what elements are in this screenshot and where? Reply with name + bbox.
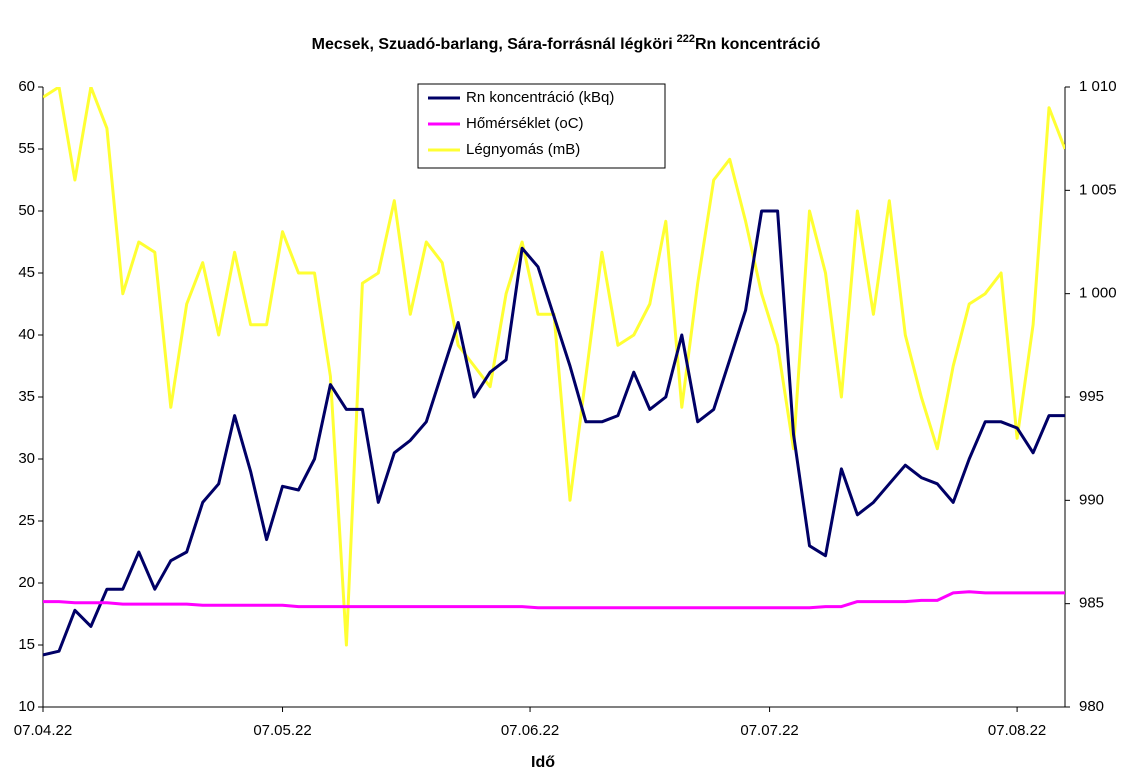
x-tick-label: 07.07.22 (740, 722, 798, 739)
series-line (43, 209, 1065, 657)
y2-tick-label: 1 010 (1079, 78, 1117, 95)
chart-title: Mecsek, Szuadó-barlang, Sára-forrásnál l… (312, 33, 821, 53)
plot-lines (43, 87, 1065, 657)
y2-tick-label: 1 000 (1079, 285, 1117, 302)
x-axis-title: Idő (531, 754, 555, 771)
y2-tick-label: 980 (1079, 698, 1104, 715)
title-rest: Rn koncentráció (695, 36, 821, 53)
y2-tick-label: 1 005 (1079, 181, 1117, 198)
y2-tick-label: 995 (1079, 388, 1104, 405)
legend-label: Hőmérséklet (oC) (466, 115, 584, 132)
y-tick-label: 20 (18, 574, 35, 591)
legend-label: Rn koncentráció (kBq) (466, 89, 614, 106)
y-tick-label: 35 (18, 388, 35, 405)
series-line (43, 87, 1065, 647)
title-sup: 222 (677, 33, 695, 45)
y-tick-label: 50 (18, 202, 35, 219)
x-tick-label: 07.08.22 (988, 722, 1046, 739)
y-tick-label: 60 (18, 78, 35, 95)
series-line (43, 590, 1065, 610)
y-tick-label: 25 (18, 512, 35, 529)
y-tick-label: 45 (18, 264, 35, 281)
title-main: Mecsek, Szuadó-barlang, Sára-forrásnál l… (312, 36, 673, 53)
x-tick-label: 07.05.22 (253, 722, 311, 739)
y-tick-label: 10 (18, 698, 35, 715)
y-tick-label: 55 (18, 140, 35, 157)
y-tick-label: 15 (18, 636, 35, 653)
legend-label: Légnyomás (mB) (466, 141, 580, 158)
y-tick-label: 40 (18, 326, 35, 343)
y-tick-label: 30 (18, 450, 35, 467)
y2-tick-label: 985 (1079, 595, 1104, 612)
y2-tick-label: 990 (1079, 491, 1104, 508)
x-tick-label: 07.04.22 (14, 722, 72, 739)
x-tick-label: 07.06.22 (501, 722, 559, 739)
